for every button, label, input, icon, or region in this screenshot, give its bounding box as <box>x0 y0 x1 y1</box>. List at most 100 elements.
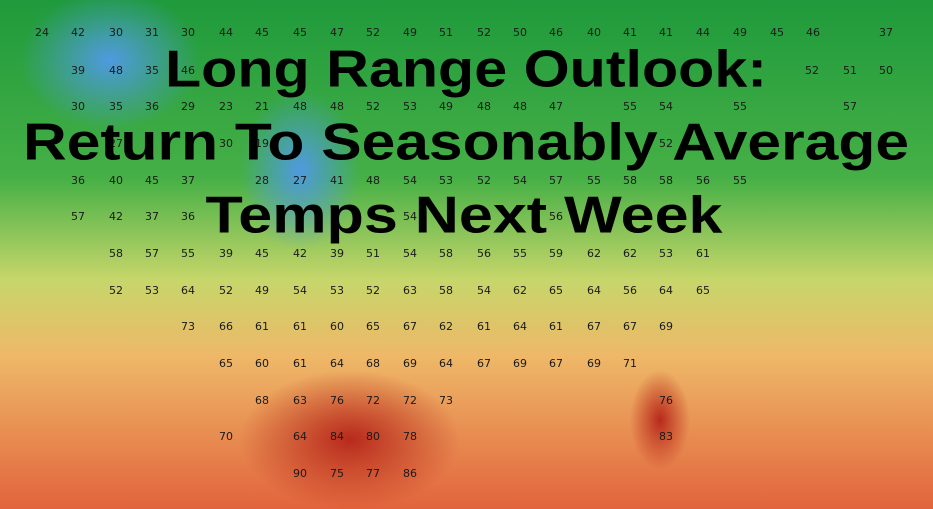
temperature: 48 <box>513 100 527 113</box>
temperature: 70 <box>219 430 233 443</box>
temperature: 30 <box>109 26 123 39</box>
temperature: 52 <box>366 100 380 113</box>
title-line: Long Range Outlook: <box>165 41 767 99</box>
temperature: 55 <box>587 174 601 187</box>
temperature: 64 <box>181 284 195 297</box>
temperature: 73 <box>439 394 453 407</box>
temperature: 48 <box>477 100 491 113</box>
temperature: 55 <box>513 247 527 260</box>
temperature: 23 <box>219 100 233 113</box>
temperature: 84 <box>330 430 344 443</box>
temperature: 40 <box>587 26 601 39</box>
temperature: 67 <box>477 357 491 370</box>
title-line: Temps Next Week <box>206 187 723 245</box>
temperature: 52 <box>477 26 491 39</box>
temperature: 41 <box>330 174 344 187</box>
temperature: 46 <box>181 64 195 77</box>
temperature: 55 <box>623 100 637 113</box>
temperature: 44 <box>219 26 233 39</box>
temperature: 57 <box>843 100 857 113</box>
temperature: 64 <box>659 284 673 297</box>
temperature: 77 <box>366 467 380 480</box>
temperature: 69 <box>659 320 673 333</box>
temperature: 78 <box>403 430 417 443</box>
temperature: 83 <box>659 430 673 443</box>
temperature: 50 <box>879 64 893 77</box>
temperature: 36 <box>145 100 159 113</box>
temperature: 37 <box>181 174 195 187</box>
temperature: 35 <box>109 100 123 113</box>
temperature: 54 <box>513 174 527 187</box>
temperature: 59 <box>549 247 563 260</box>
temperature: 52 <box>366 284 380 297</box>
temperature: 67 <box>623 320 637 333</box>
temperature: 64 <box>587 284 601 297</box>
temperature: 64 <box>513 320 527 333</box>
temperature: 45 <box>145 174 159 187</box>
temperature: 58 <box>659 174 673 187</box>
temperature: 30 <box>219 137 233 150</box>
temperature: 53 <box>330 284 344 297</box>
temperature: 67 <box>549 357 563 370</box>
temperature: 49 <box>255 284 269 297</box>
temperature: 54 <box>403 247 417 260</box>
temperature: 61 <box>477 320 491 333</box>
temperature: 54 <box>477 284 491 297</box>
temperature: 29 <box>181 100 195 113</box>
temperature: 48 <box>330 100 344 113</box>
temperature: 65 <box>366 320 380 333</box>
temperature: 48 <box>366 174 380 187</box>
temperature: 47 <box>330 26 344 39</box>
temperature: 61 <box>293 357 307 370</box>
temperature: 68 <box>366 357 380 370</box>
temperature: 52 <box>219 284 233 297</box>
temperature: 42 <box>109 210 123 223</box>
temperature: 45 <box>255 247 269 260</box>
temperature: 52 <box>366 26 380 39</box>
hot-area <box>630 370 690 470</box>
temperature: 52 <box>109 284 123 297</box>
temperature: 75 <box>330 467 344 480</box>
temperature: 39 <box>71 64 85 77</box>
temperature: 45 <box>770 26 784 39</box>
temperature: 54 <box>659 100 673 113</box>
temperature: 69 <box>403 357 417 370</box>
temperature: 21 <box>255 100 269 113</box>
temperature: 57 <box>145 247 159 260</box>
temperature: 67 <box>403 320 417 333</box>
temperature: 86 <box>403 467 417 480</box>
temperature: 71 <box>623 357 637 370</box>
temperature: 55 <box>733 174 747 187</box>
temperature: 56 <box>623 284 637 297</box>
temperature: 57 <box>71 210 85 223</box>
temperature: 60 <box>255 357 269 370</box>
temperature: 24 <box>35 26 49 39</box>
temperature: 48 <box>293 100 307 113</box>
temperature: 46 <box>806 26 820 39</box>
temperature: 61 <box>549 320 563 333</box>
temperature: 56 <box>549 210 563 223</box>
cold-area <box>20 0 200 130</box>
temperature: 61 <box>293 320 307 333</box>
hot-area <box>240 370 460 509</box>
temperature: 41 <box>659 26 673 39</box>
temperature: 36 <box>181 210 195 223</box>
temperature: 69 <box>513 357 527 370</box>
temperature: 62 <box>587 247 601 260</box>
temperature: 61 <box>696 247 710 260</box>
temperature: 58 <box>439 247 453 260</box>
temperature: 63 <box>293 394 307 407</box>
temperature: 51 <box>843 64 857 77</box>
temperature: 40 <box>109 174 123 187</box>
temperature: 57 <box>549 174 563 187</box>
temperature: 41 <box>623 26 637 39</box>
temperature: 19 <box>255 137 269 150</box>
temperature: 90 <box>293 467 307 480</box>
temperature: 64 <box>293 430 307 443</box>
temperature: 45 <box>255 26 269 39</box>
temperature: 58 <box>439 284 453 297</box>
temperature: 28 <box>255 174 269 187</box>
temperature: 63 <box>403 284 417 297</box>
temperature: 53 <box>145 284 159 297</box>
